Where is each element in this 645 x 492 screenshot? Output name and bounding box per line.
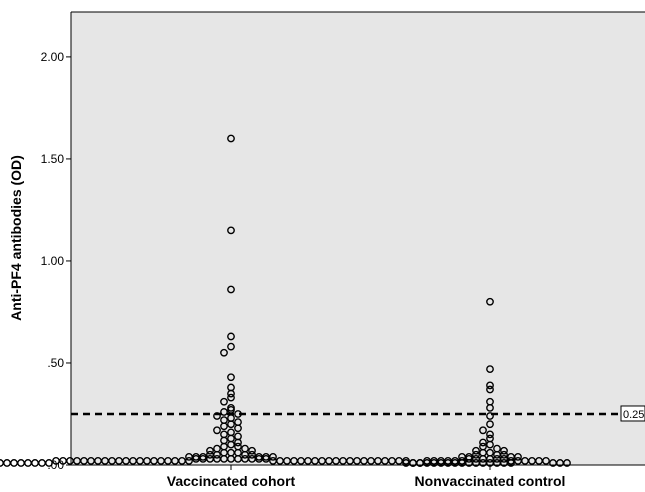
data-point (227, 440, 235, 449)
x-category-label: Nonvaccinated control (415, 473, 566, 489)
data-point (220, 397, 228, 406)
data-point (234, 424, 242, 433)
data-point (500, 450, 508, 459)
data-point (472, 446, 480, 455)
data-point (486, 430, 494, 439)
reference-label-box (620, 405, 645, 422)
y-axis-ticks: .00.501.001.502.00 (41, 50, 71, 472)
data-point (248, 446, 256, 455)
data-point (500, 446, 508, 455)
plot-background (71, 12, 645, 465)
x-category-label: Vaccincated cohort (167, 473, 296, 489)
data-point (486, 385, 494, 394)
data-point (486, 420, 494, 429)
data-point (234, 438, 242, 447)
data-point (262, 454, 270, 463)
data-point (542, 457, 550, 465)
data-point (423, 457, 431, 465)
data-point (465, 454, 473, 463)
data-point (500, 454, 508, 463)
data-points (0, 134, 571, 467)
data-point (486, 365, 494, 373)
data-point (486, 297, 494, 306)
data-point (563, 459, 571, 467)
data-point (227, 332, 235, 341)
data-point (206, 450, 214, 459)
data-point (192, 454, 200, 463)
data-point (220, 348, 228, 357)
data-point (269, 452, 277, 461)
data-point (479, 426, 487, 435)
data-point (206, 446, 214, 455)
data-point (472, 450, 480, 459)
data-point (213, 426, 221, 435)
data-point (220, 422, 228, 431)
data-point (31, 459, 39, 467)
data-point (486, 381, 494, 390)
data-point (185, 452, 193, 461)
data-point (38, 459, 46, 467)
x-axis-categories: Vaccincated cohort Nonvaccinated control (167, 465, 566, 489)
y-tick-label: .50 (47, 356, 64, 370)
data-point (486, 403, 494, 412)
reference-label: 0.25 (623, 409, 644, 421)
data-point (213, 412, 221, 420)
data-point (17, 459, 25, 467)
y-tick-label: 2.00 (41, 50, 65, 64)
data-point (227, 389, 235, 398)
data-point (3, 459, 11, 467)
data-point (220, 408, 228, 416)
data-point (234, 410, 242, 418)
data-point (479, 438, 487, 447)
data-point (514, 452, 522, 461)
data-point (227, 373, 235, 382)
data-point (458, 452, 466, 461)
data-point (227, 342, 235, 351)
data-point (10, 459, 18, 467)
data-point (486, 440, 494, 449)
data-point (227, 285, 235, 294)
data-point (227, 420, 235, 429)
data-point (52, 457, 60, 465)
data-point (227, 134, 235, 143)
y-axis-title: Anti-PF4 antibodies (OD) (8, 155, 24, 321)
data-point (227, 406, 235, 414)
data-point (227, 393, 235, 402)
data-point (0, 459, 4, 467)
data-point (486, 412, 494, 420)
data-point (248, 450, 256, 459)
data-point (402, 459, 410, 467)
y-tick-label: 1.50 (41, 152, 65, 166)
y-tick-label: 1.00 (41, 254, 65, 268)
data-point (24, 459, 32, 467)
data-point (227, 226, 235, 235)
